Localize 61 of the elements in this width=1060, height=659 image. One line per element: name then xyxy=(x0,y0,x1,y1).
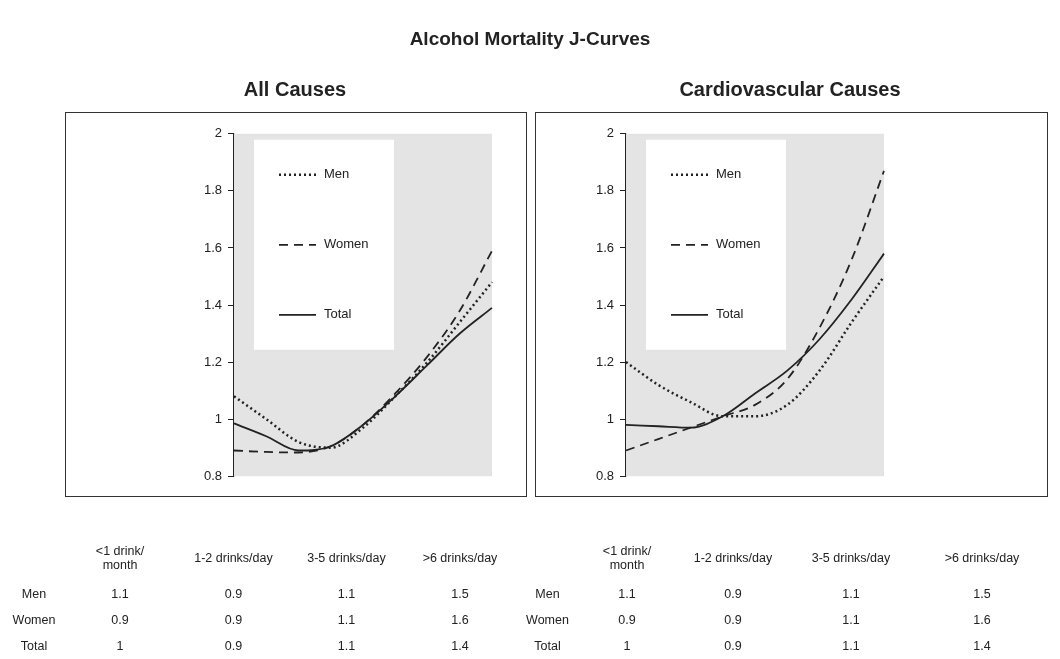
y-tick-label: 1.8 xyxy=(595,182,614,198)
text: Women xyxy=(11,612,57,629)
text: Women xyxy=(525,612,570,629)
data-label: 0.9 xyxy=(617,612,637,629)
text: Men xyxy=(534,586,561,603)
data-label: 0.9 xyxy=(723,638,743,655)
data-label: 0.9 xyxy=(223,638,244,655)
category-label: 1-2 drinks/day xyxy=(692,550,774,567)
legend-label: Men xyxy=(324,166,350,182)
y-tick-label: 1.2 xyxy=(595,353,614,369)
legend-label: Total xyxy=(324,306,352,322)
y-tick-label: 0.8 xyxy=(595,467,614,483)
data-label: 0.9 xyxy=(723,586,743,603)
y-tick-label: 1 xyxy=(214,410,222,426)
data-label: 1.1 xyxy=(336,586,357,603)
y-tick-label: 1.6 xyxy=(595,239,614,255)
data-label: 1 xyxy=(622,638,632,655)
data-label: 1.5 xyxy=(450,586,470,603)
y-tick-label: 1.8 xyxy=(203,182,222,198)
category-label: 3-5 drinks/day xyxy=(810,550,892,567)
y-tick-label: 1.4 xyxy=(595,296,614,312)
legend-label: Total xyxy=(716,306,744,322)
data-label: 1.6 xyxy=(972,612,992,629)
data-label: 1.1 xyxy=(617,586,637,603)
text: Total xyxy=(533,638,562,655)
data-label: 1.4 xyxy=(450,638,470,655)
y-tick-label: 1.6 xyxy=(203,239,222,255)
y-tick-label: 1 xyxy=(606,410,614,426)
y-tick-label: 1.2 xyxy=(203,353,222,369)
data-label: 0.9 xyxy=(723,612,743,629)
category-label: >6 drinks/day xyxy=(943,550,1021,567)
legend-label: Men xyxy=(716,166,742,182)
y-tick-label: 1.4 xyxy=(203,296,222,312)
text: Total xyxy=(19,638,49,655)
data-label: 1.1 xyxy=(336,612,357,629)
data-label: 1.4 xyxy=(972,638,992,655)
legend-label: Women xyxy=(716,236,761,252)
text: Men xyxy=(20,586,48,603)
category-label: <1 drink/ month xyxy=(601,543,653,574)
data-label: 1 xyxy=(115,638,125,655)
data-label: 0.9 xyxy=(223,612,244,629)
y-tick-label: 2 xyxy=(606,125,614,141)
chart-title: Cardiovascular Causes xyxy=(678,78,902,101)
data-label: 0.9 xyxy=(223,586,244,603)
text: Alcohol Mortality J-Curves xyxy=(408,28,652,50)
data-label: 1.1 xyxy=(841,612,861,629)
y-tick-label: 0.8 xyxy=(203,467,222,483)
data-label: 1.5 xyxy=(972,586,992,603)
y-tick-label: 2 xyxy=(214,125,222,141)
category-label: >6 drinks/day xyxy=(421,550,499,567)
legend-label: Women xyxy=(324,236,369,252)
chart-title: All Causes xyxy=(242,78,348,101)
category-label: 3-5 drinks/day xyxy=(306,550,387,567)
data-label: 1.1 xyxy=(841,586,861,603)
category-label: 1-2 drinks/day xyxy=(193,550,274,567)
data-label: 0.9 xyxy=(110,612,130,629)
data-label: 1.6 xyxy=(450,612,470,629)
data-label: 1.1 xyxy=(110,586,130,603)
category-label: <1 drink/ month xyxy=(94,543,146,574)
data-label: 1.1 xyxy=(336,638,357,655)
data-label: 1.1 xyxy=(841,638,861,655)
